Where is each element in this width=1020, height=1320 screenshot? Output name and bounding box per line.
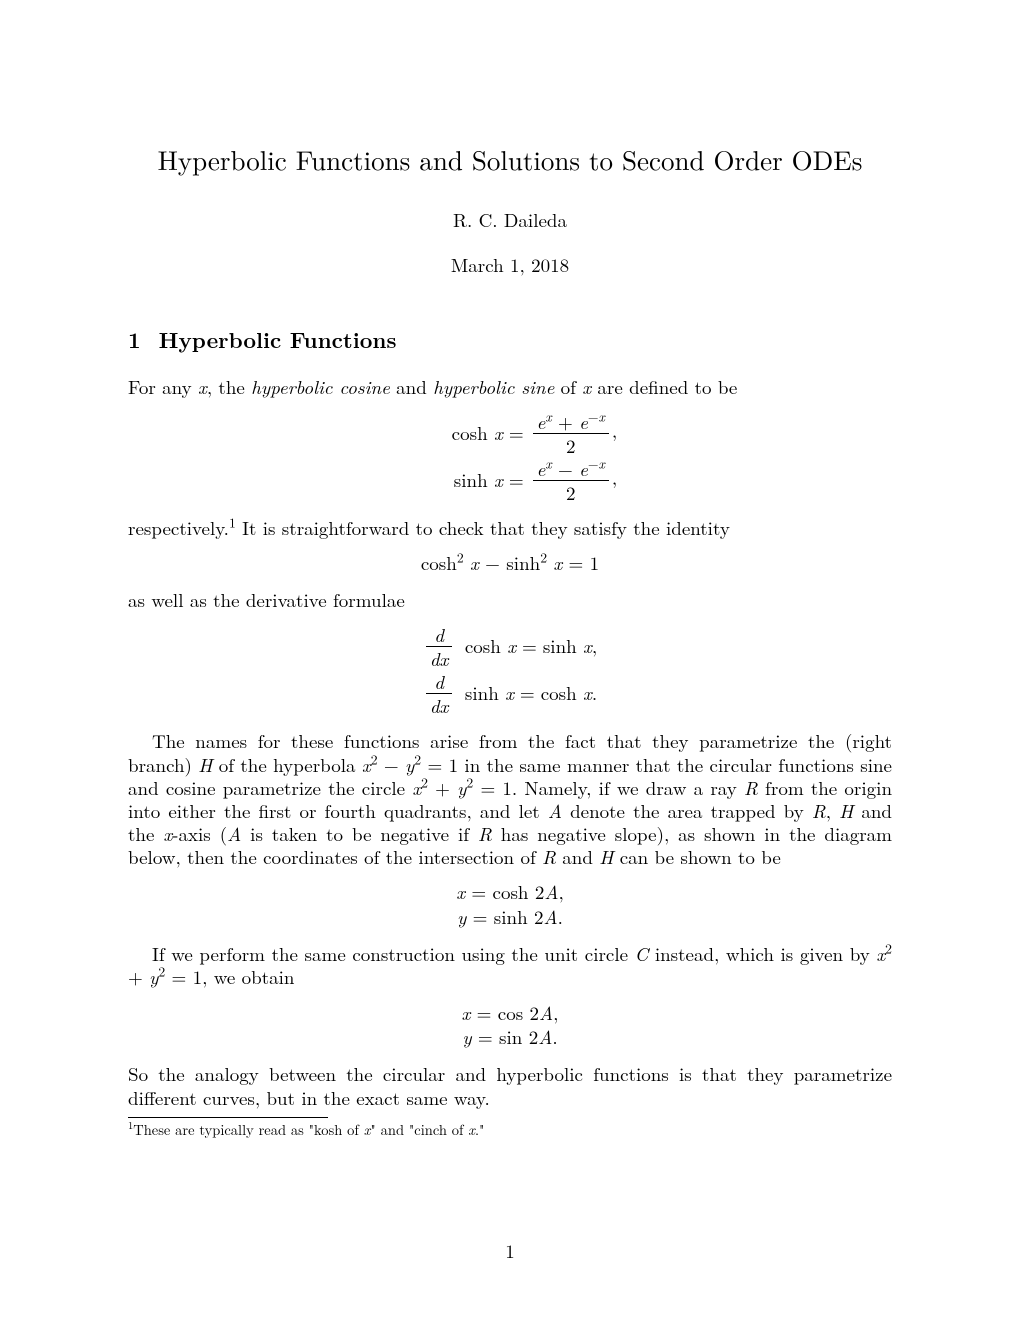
eq-full: x = cos 2A, (462, 1003, 559, 1024)
numerator: ex − e−x (533, 459, 609, 481)
eq-rhs: ex − e−x 2 , (530, 459, 618, 502)
denominator: 2 (533, 434, 609, 455)
eq-sign: = (503, 423, 530, 444)
fraction: ex + e−x 2 (530, 412, 612, 455)
section-title: Hyperbolic Functions (159, 324, 397, 355)
paragraph-names: The names for these functions arise from… (128, 729, 892, 868)
eq-sign: = (514, 683, 541, 704)
eq-full: cosh2 x − sinh2 x = 1 (421, 553, 599, 574)
eq-arg: sinh x (455, 683, 514, 704)
text-run: For any (128, 373, 198, 400)
paragraph-derivative-intro: as well as the derivative formulae (128, 588, 892, 611)
equation-param-hyperbola: x = cosh 2A, y = sinh 2A. (128, 882, 892, 928)
eq-rhs: ex + e−x 2 , (530, 412, 618, 455)
fraction: ex − e−x 2 (530, 459, 612, 502)
equation-row: y = sin 2A. (128, 1027, 892, 1048)
eq-sign: = (503, 470, 530, 491)
equation-row: d dx sinh x = cosh x. (128, 672, 892, 715)
equation-row: d dx cosh x = sinh x, (128, 625, 892, 668)
eq-rhs: sinh x, (543, 636, 597, 657)
denominator: dx (426, 647, 453, 668)
fraction-d-dx: d dx (423, 625, 456, 668)
text-run: respectively. (128, 514, 229, 541)
document-title: Hyperbolic Functions and Solutions to Se… (128, 140, 892, 178)
text-run: It is straightforward to check that they… (236, 514, 730, 541)
equation-row: cosh x = ex + e−x 2 , (128, 412, 892, 455)
fraction-d-dx: d dx (423, 672, 456, 715)
denominator: 2 (533, 481, 609, 502)
eq-rhs: cosh x. (541, 683, 597, 704)
eq-lhs: cosh x (403, 423, 503, 444)
eq-trail: , (612, 417, 617, 444)
text-run: and (390, 373, 433, 400)
eq-arg: cosh x (455, 636, 516, 657)
text-run: of (554, 373, 582, 400)
equation-cosh-sinh-def: cosh x = ex + e−x 2 , sinh x = ex − e−x … (128, 412, 892, 502)
math-var: x (582, 373, 591, 400)
equation-row: x = cosh 2A, (128, 882, 892, 903)
section-heading: 1 Hyperbolic Functions (128, 324, 892, 355)
document-author: R. C. Daileda (128, 206, 892, 233)
equation-row: y = sinh 2A. (128, 907, 892, 928)
eq-full: y = sin 2A. (462, 1027, 557, 1048)
eq-lhs: sinh x (403, 470, 503, 491)
paragraph-intro: For any x, the hyperbolic cosine and hyp… (128, 375, 892, 398)
eq-full: x = cosh 2A, (456, 882, 564, 903)
eq-sign: = (516, 636, 543, 657)
page-number: 1 (0, 1237, 1020, 1264)
equation-param-circle: x = cos 2A, y = sin 2A. (128, 1003, 892, 1049)
numerator: d (426, 672, 453, 694)
equation-identity: cosh2 x − sinh2 x = 1 (128, 553, 892, 574)
text-run: , the (207, 373, 251, 400)
footnote: 1These are typically read as "kosh of x"… (128, 1122, 892, 1139)
equation-row: sinh x = ex − e−x 2 , (128, 459, 892, 502)
term-hyperbolic-sine: hyperbolic sine (433, 373, 554, 400)
footnote-rule (128, 1117, 328, 1118)
document-page: Hyperbolic Functions and Solutions to Se… (0, 0, 1020, 1320)
footnote-text: These are typically read as "kosh of x" … (133, 1120, 484, 1140)
numerator: d (426, 625, 453, 647)
term-hyperbolic-cosine: hyperbolic cosine (251, 373, 390, 400)
equation-row: x = cos 2A, (128, 1003, 892, 1024)
footnote-ref: 1 (229, 513, 236, 532)
paragraph-circle: If we perform the same construction usin… (128, 942, 892, 988)
equation-row: cosh2 x − sinh2 x = 1 (128, 553, 892, 574)
paragraph-analogy: So the analogy between the circular and … (128, 1062, 892, 1108)
eq-trail: , (612, 464, 617, 491)
document-date: March 1, 2018 (128, 251, 892, 278)
denominator: dx (426, 694, 453, 715)
equation-derivatives: d dx cosh x = sinh x, d dx sinh x = cosh… (128, 625, 892, 715)
text-run: are defined to be (591, 373, 737, 400)
section-number: 1 (128, 324, 141, 355)
paragraph-respectively: respectively.1 It is straightforward to … (128, 516, 892, 539)
numerator: ex + e−x (533, 412, 609, 434)
math-var: x (198, 373, 207, 400)
eq-full: y = sinh 2A. (457, 907, 563, 928)
